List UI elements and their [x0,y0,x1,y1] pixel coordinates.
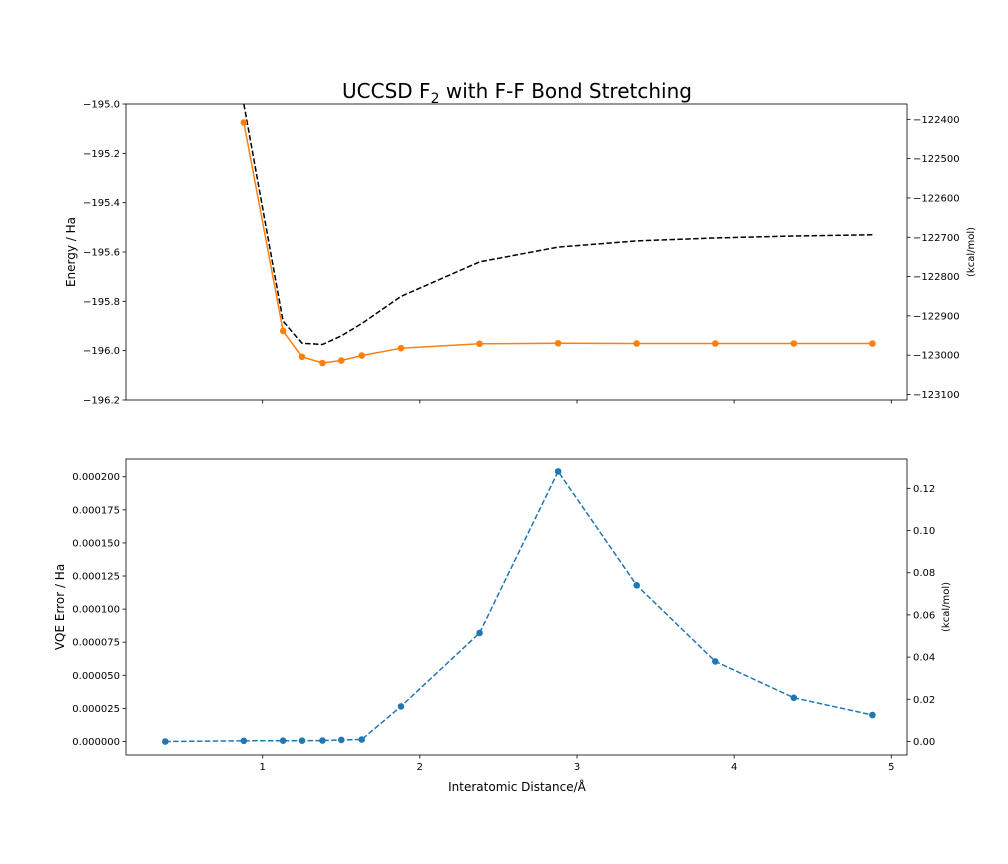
energy-series-1-point [279,327,287,335]
energy-y2-tick-label: −122400 [913,115,960,126]
energy-y-tick-label: −195.0 [83,100,120,111]
energy-y-tick-label: −196.2 [83,396,120,407]
vqe-error-series-0-point [240,737,248,745]
vqe-error-series-0-point [633,581,641,589]
vqe-error-y2-tick-label: 0.08 [913,568,935,579]
vqe-error-series-0-point [337,736,345,744]
vqe-error-y2-tick-label: 0.04 [913,653,935,664]
energy-y2-tick-label: −123100 [913,390,960,401]
vqe-error-series-0-point [319,737,326,744]
vqe-error-y-tick-label: 0.000175 [72,505,120,516]
vqe-error-series-0-point [869,711,876,719]
energy-series-1-point [240,119,248,126]
bottom-y2-axis-label: (kcal/mol) [941,582,952,632]
energy-plot-area [240,104,876,367]
vqe-error-x-tick-label: 1 [260,762,266,773]
vqe-error-series-0-point [554,468,562,475]
vqe-error-y2-tick-label: 0.00 [913,737,935,748]
vqe-error-series-0-point [298,737,306,744]
vqe-error-y2-tick-label: 0.12 [913,484,935,495]
vqe-error-x-tick-label: 3 [574,762,580,773]
vqe-error-y-tick-label: 0.000125 [72,572,120,583]
vqe-error-y-tick-label: 0.000150 [72,538,120,549]
top-y2-axis-label: (kcal/mol) [966,227,977,277]
energy-series-1-point [476,340,483,348]
energy-series-1-point [337,357,345,364]
energy-y-tick-label: −195.8 [83,297,120,308]
energy-y2-tick-label: −122500 [913,154,960,165]
vqe-error-y2-tick-label: 0.10 [913,526,935,537]
vqe-error-y2-tick-label: 0.02 [913,695,935,706]
top-y-axis-label: Energy / Ha [64,217,78,287]
bottom-y-axis-label: VQE Error / Ha [53,564,67,650]
energy-series-1-point [869,340,876,347]
energy-series-1-point [633,340,641,347]
vqe-error-y-tick-label: 0.000000 [72,737,120,748]
vqe-error-x-tick-label: 5 [888,762,894,773]
vqe-error-y-tick-label: 0.000075 [72,638,120,649]
energy-series-1-point [319,359,326,367]
energy-y-tick-label: −195.2 [83,149,120,160]
vqe-error-y-tick-label: 0.000025 [72,704,120,715]
energy-y-tick-label: −195.6 [83,248,120,259]
vqe-error-series-0-point [279,737,287,744]
vqe-error-series-0-point [790,694,798,702]
vqe-error-frame [125,458,908,756]
energy-series-1-point [397,344,405,352]
energy-y2-tick-label: −122700 [913,233,960,244]
vqe-error-y-tick-label: 0.000200 [72,472,120,483]
vqe-error-y-tick-label: 0.000100 [72,605,120,616]
energy-series-0-line [243,104,873,346]
chart-title: UCCSD F2 with F-F Bond Stretching [342,79,692,107]
energy-y2-tick-label: −122600 [913,193,960,204]
energy-series-1-point [298,353,306,361]
vqe-error-series-0-point [161,738,169,745]
x-axis-label: Interatomic Distance/Å [448,779,587,794]
energy-series-1-point [358,352,366,359]
vqe-error-series-0-point [711,658,719,665]
energy-y-tick-label: −196.0 [83,346,120,357]
energy-y2-tick-label: −122900 [913,311,960,322]
energy-y2-tick-label: −123000 [913,351,960,362]
energy-series-1-point [711,340,719,347]
vqe-error-x-tick-label: 2 [417,762,423,773]
energy-y-tick-label: −195.4 [83,198,120,209]
vqe-error-series-0-point [358,736,366,743]
vqe-error-series-0-point [476,629,483,637]
energy-series-1-point [554,339,562,347]
energy-y2-tick-label: −122800 [913,272,960,283]
energy-series-1-point [790,340,798,347]
vqe-error-plot-area [161,468,876,745]
vqe-error-x-tick-label: 4 [731,762,737,773]
vqe-error-y2-tick-label: 0.06 [913,610,935,621]
vqe-error-y-tick-label: 0.000050 [72,671,120,682]
vqe-error-series-0-point [397,703,405,710]
energy-axes: −195.0 −195.2 −195.4 −195.6 −195.8 −196.0 −196… [83,100,960,407]
vqe-error-axes: 1 2 3 4 5 0.000000 0.000025 0.000050 0.000075 0.0… [72,458,935,773]
